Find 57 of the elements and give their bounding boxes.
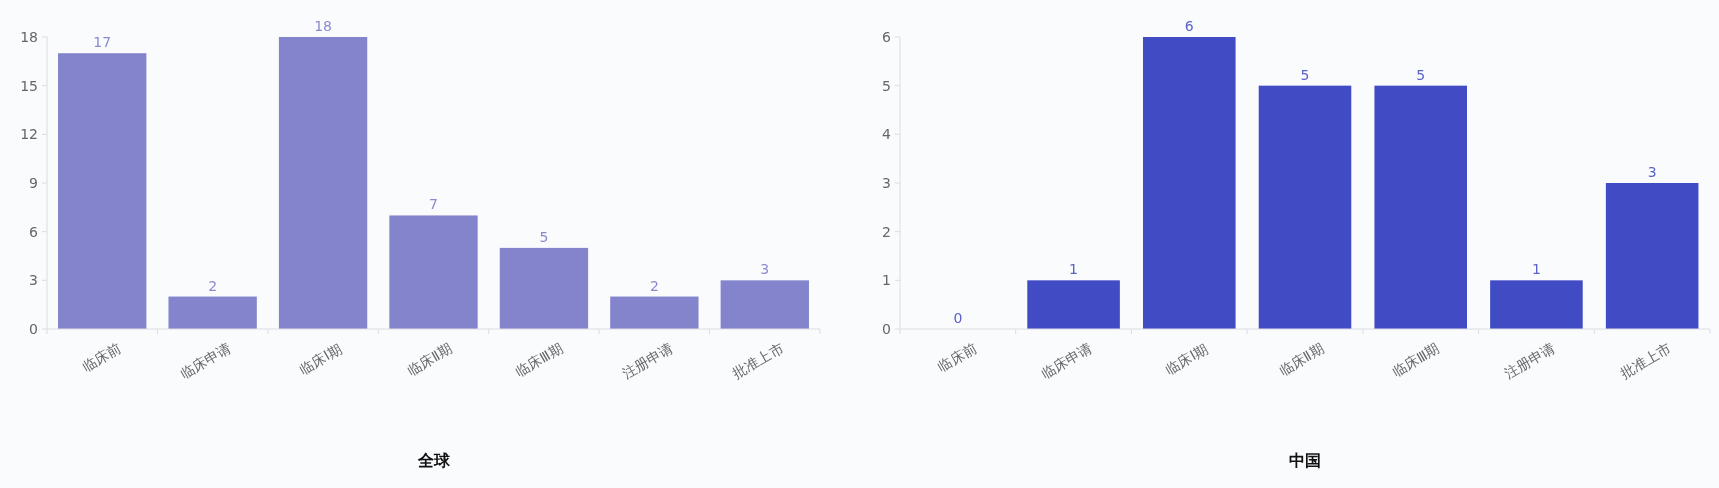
bar: [1258, 85, 1352, 329]
y-tick-label: 3: [29, 272, 38, 289]
y-tick-label: 12: [20, 126, 38, 143]
bar: [1027, 280, 1120, 329]
y-tick-label: 0: [882, 320, 891, 337]
data-label: 6: [1184, 18, 1194, 34]
data-label: 5: [1416, 66, 1426, 83]
x-tick-label: 临床Ⅲ期: [1389, 340, 1443, 380]
x-tick-label: 注册申请: [619, 340, 676, 383]
bar: [720, 280, 809, 329]
data-label: 0: [953, 310, 963, 326]
y-tick-label: 6: [882, 28, 892, 45]
x-tick-label: 临床Ⅰ期: [1162, 340, 1211, 378]
bar: [389, 215, 478, 329]
bar: [610, 296, 699, 329]
data-label: 1: [1531, 261, 1541, 278]
data-label: 1: [1069, 261, 1079, 278]
x-tick-label: 注册申请: [1501, 340, 1558, 383]
bar: [278, 37, 368, 329]
x-tick-label: 临床申请: [1038, 340, 1095, 383]
text: 全球: [416, 451, 451, 470]
x-tick-label: 临床Ⅰ期: [296, 340, 345, 378]
y-tick-label: 15: [20, 77, 38, 94]
data-label: 7: [429, 196, 438, 213]
x-tick-label: 临床Ⅱ期: [1276, 340, 1327, 379]
x-tick-label: 临床Ⅱ期: [404, 340, 455, 379]
data-label: 5: [1300, 66, 1310, 83]
bar: [1605, 183, 1699, 329]
bar: [58, 53, 147, 329]
y-tick-label: 9: [29, 174, 38, 191]
bar: [168, 296, 257, 329]
x-tick-label: 临床前: [934, 340, 980, 376]
bar: [1490, 280, 1583, 329]
data-label: 5: [539, 228, 549, 245]
x-tick-label: 临床Ⅲ期: [512, 340, 566, 380]
y-tick-label: 18: [20, 28, 38, 45]
bar: [499, 247, 589, 329]
y-tick-label: 4: [882, 126, 892, 143]
data-label: 3: [1647, 164, 1657, 180]
bar: [1374, 85, 1467, 329]
x-tick-label: 临床前: [79, 340, 124, 376]
text: 中国: [1289, 451, 1321, 470]
data-label: 18: [314, 18, 332, 34]
x-tick-label: 批准上市: [1617, 340, 1674, 383]
data-label: 3: [760, 261, 770, 278]
data-label: 17: [93, 34, 112, 51]
y-tick-label: 6: [29, 223, 39, 240]
y-tick-label: 2: [882, 223, 891, 240]
data-label: 2: [649, 277, 659, 294]
y-tick-label: 0: [29, 320, 38, 337]
x-tick-label: 临床申请: [177, 340, 235, 383]
y-tick-label: 3: [882, 174, 891, 191]
x-tick-label: 批准上市: [729, 340, 787, 383]
y-tick-label: 1: [882, 272, 891, 289]
data-label: 2: [208, 277, 218, 294]
y-tick-label: 5: [882, 77, 891, 94]
bar: [1143, 37, 1236, 329]
